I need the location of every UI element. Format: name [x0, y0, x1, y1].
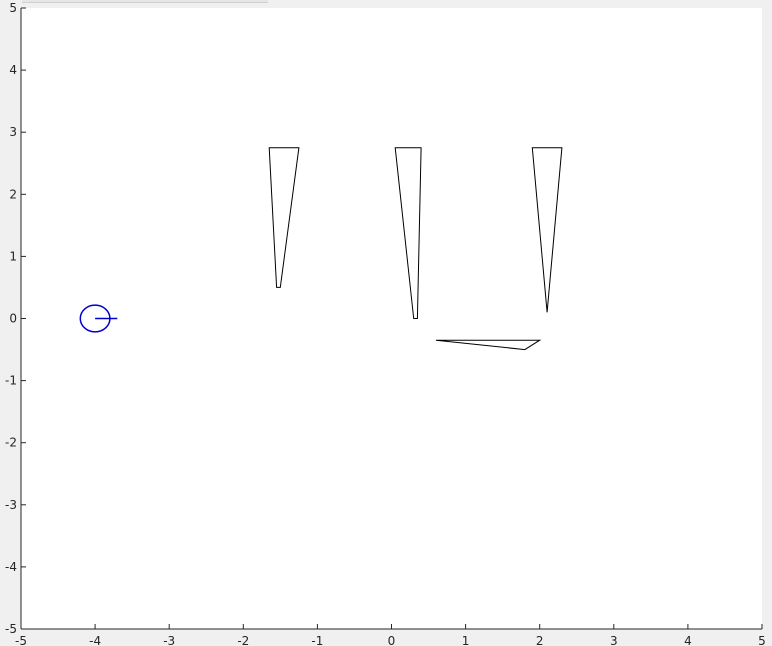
y-tick-label: 1	[9, 249, 17, 263]
x-tick-label: -4	[89, 634, 101, 646]
x-tick-label: 5	[758, 634, 766, 646]
y-tick-label: 2	[9, 187, 17, 201]
x-tick-label: 3	[610, 634, 618, 646]
x-tick-label: -5	[15, 634, 27, 646]
y-tick-label: 5	[9, 1, 17, 15]
obstacle-4	[435, 339, 542, 351]
x-tick-label: 4	[684, 634, 692, 646]
axes-background	[21, 8, 762, 629]
y-tick-label: -1	[5, 374, 17, 388]
obstacle-2	[394, 147, 422, 319]
x-tick-label: -1	[311, 634, 323, 646]
obstacle-1	[268, 147, 300, 288]
y-tick-label: 3	[9, 125, 17, 139]
figure-toolbar-strip	[22, 0, 268, 3]
x-tick-label: 0	[388, 634, 396, 646]
x-tick-label: -2	[237, 634, 249, 646]
y-tick-label: -4	[5, 560, 17, 574]
y-tick-label: 0	[9, 312, 17, 326]
x-tick-label: 1	[462, 634, 470, 646]
obstacle-3	[531, 147, 563, 313]
y-tick-label: 4	[9, 63, 17, 77]
y-tick-label: -5	[5, 622, 17, 636]
x-tick-label: 2	[536, 634, 544, 646]
x-tick-label: -3	[163, 634, 175, 646]
y-tick-label: -2	[5, 436, 17, 450]
y-tick-label: -3	[5, 498, 17, 512]
